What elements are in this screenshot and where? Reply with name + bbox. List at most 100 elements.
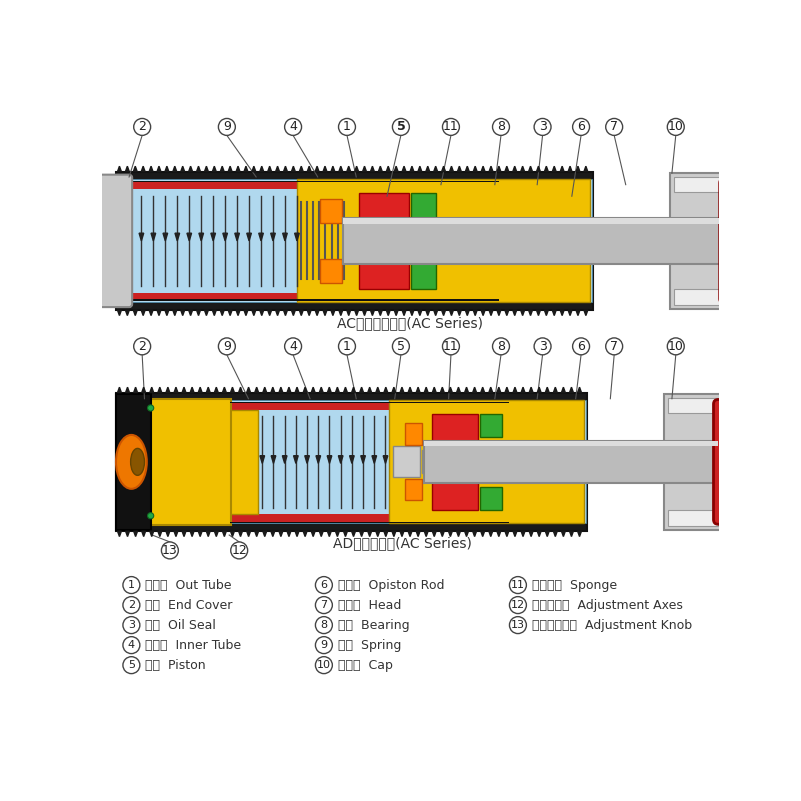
Polygon shape [386,310,390,316]
Polygon shape [417,387,420,392]
Polygon shape [271,387,275,392]
Bar [393,446,421,477]
Bar [674,177,724,192]
Polygon shape [166,531,170,537]
Polygon shape [327,456,332,464]
Polygon shape [570,531,574,537]
Polygon shape [247,387,251,392]
Polygon shape [235,233,239,241]
Circle shape [534,119,551,135]
Polygon shape [126,387,130,392]
Polygon shape [402,310,406,316]
Polygon shape [142,531,146,537]
Polygon shape [133,166,137,171]
Polygon shape [231,531,235,537]
Polygon shape [545,166,548,171]
Text: 4: 4 [128,640,135,650]
Text: 2: 2 [128,600,135,610]
Polygon shape [560,166,564,171]
Circle shape [123,597,140,614]
Bar [230,402,509,409]
Polygon shape [328,387,332,392]
Text: 10: 10 [668,340,684,353]
Polygon shape [220,310,224,316]
Polygon shape [433,166,437,171]
Polygon shape [207,387,210,392]
Text: 撞击头  Head: 撞击头 Head [338,598,401,612]
Polygon shape [165,310,169,316]
Polygon shape [497,387,501,392]
Polygon shape [215,387,218,392]
Polygon shape [300,166,304,171]
Polygon shape [545,310,548,316]
Bar [320,199,341,223]
Polygon shape [189,166,192,171]
Polygon shape [252,310,256,316]
Polygon shape [272,456,276,464]
Polygon shape [198,387,202,392]
Text: 外压缶  Out Tube: 外压缶 Out Tube [145,578,231,592]
Circle shape [392,338,409,355]
Text: 1: 1 [128,580,135,590]
Circle shape [509,617,526,634]
Polygon shape [578,387,582,392]
Polygon shape [392,531,396,537]
Polygon shape [513,531,517,537]
Circle shape [123,617,140,634]
Polygon shape [312,387,315,392]
Polygon shape [553,310,556,316]
Polygon shape [284,310,288,316]
Circle shape [123,657,140,674]
Polygon shape [481,310,485,316]
Polygon shape [481,387,485,392]
Text: 11: 11 [443,120,459,134]
Circle shape [509,577,526,594]
Polygon shape [212,310,216,316]
Circle shape [493,338,509,355]
Polygon shape [545,387,549,392]
Polygon shape [260,456,264,464]
Polygon shape [339,310,343,316]
Polygon shape [338,456,343,464]
Text: 8: 8 [320,620,328,630]
Bar [127,181,500,183]
Polygon shape [409,387,412,392]
Circle shape [667,338,684,355]
Polygon shape [441,166,445,171]
Polygon shape [418,310,422,316]
Polygon shape [386,166,390,171]
Polygon shape [149,310,153,316]
Text: 内压缶  Inner Tube: 内压缶 Inner Tube [145,638,241,652]
Polygon shape [174,531,178,537]
Polygon shape [323,310,327,316]
Polygon shape [199,233,203,241]
Polygon shape [158,387,162,392]
Polygon shape [513,310,517,316]
Polygon shape [562,387,566,392]
Polygon shape [347,310,351,316]
Circle shape [123,637,140,654]
Polygon shape [457,387,461,392]
Polygon shape [347,166,351,171]
Polygon shape [118,166,122,171]
Text: AC自动补偿系列(AC Series): AC自动补偿系列(AC Series) [337,316,483,330]
Bar [127,179,592,303]
Polygon shape [576,310,580,316]
Polygon shape [537,310,541,316]
Polygon shape [449,310,453,316]
Polygon shape [497,531,501,537]
Polygon shape [255,531,259,537]
Circle shape [219,119,235,135]
Polygon shape [239,387,243,392]
Circle shape [162,542,179,559]
Text: 8: 8 [497,340,505,353]
Polygon shape [126,166,129,171]
Polygon shape [198,531,202,537]
Polygon shape [521,531,525,537]
Polygon shape [118,531,122,537]
Polygon shape [260,166,264,171]
Ellipse shape [116,435,147,489]
Text: 6: 6 [578,340,585,353]
Text: 2: 2 [139,340,146,353]
FancyBboxPatch shape [714,400,773,524]
